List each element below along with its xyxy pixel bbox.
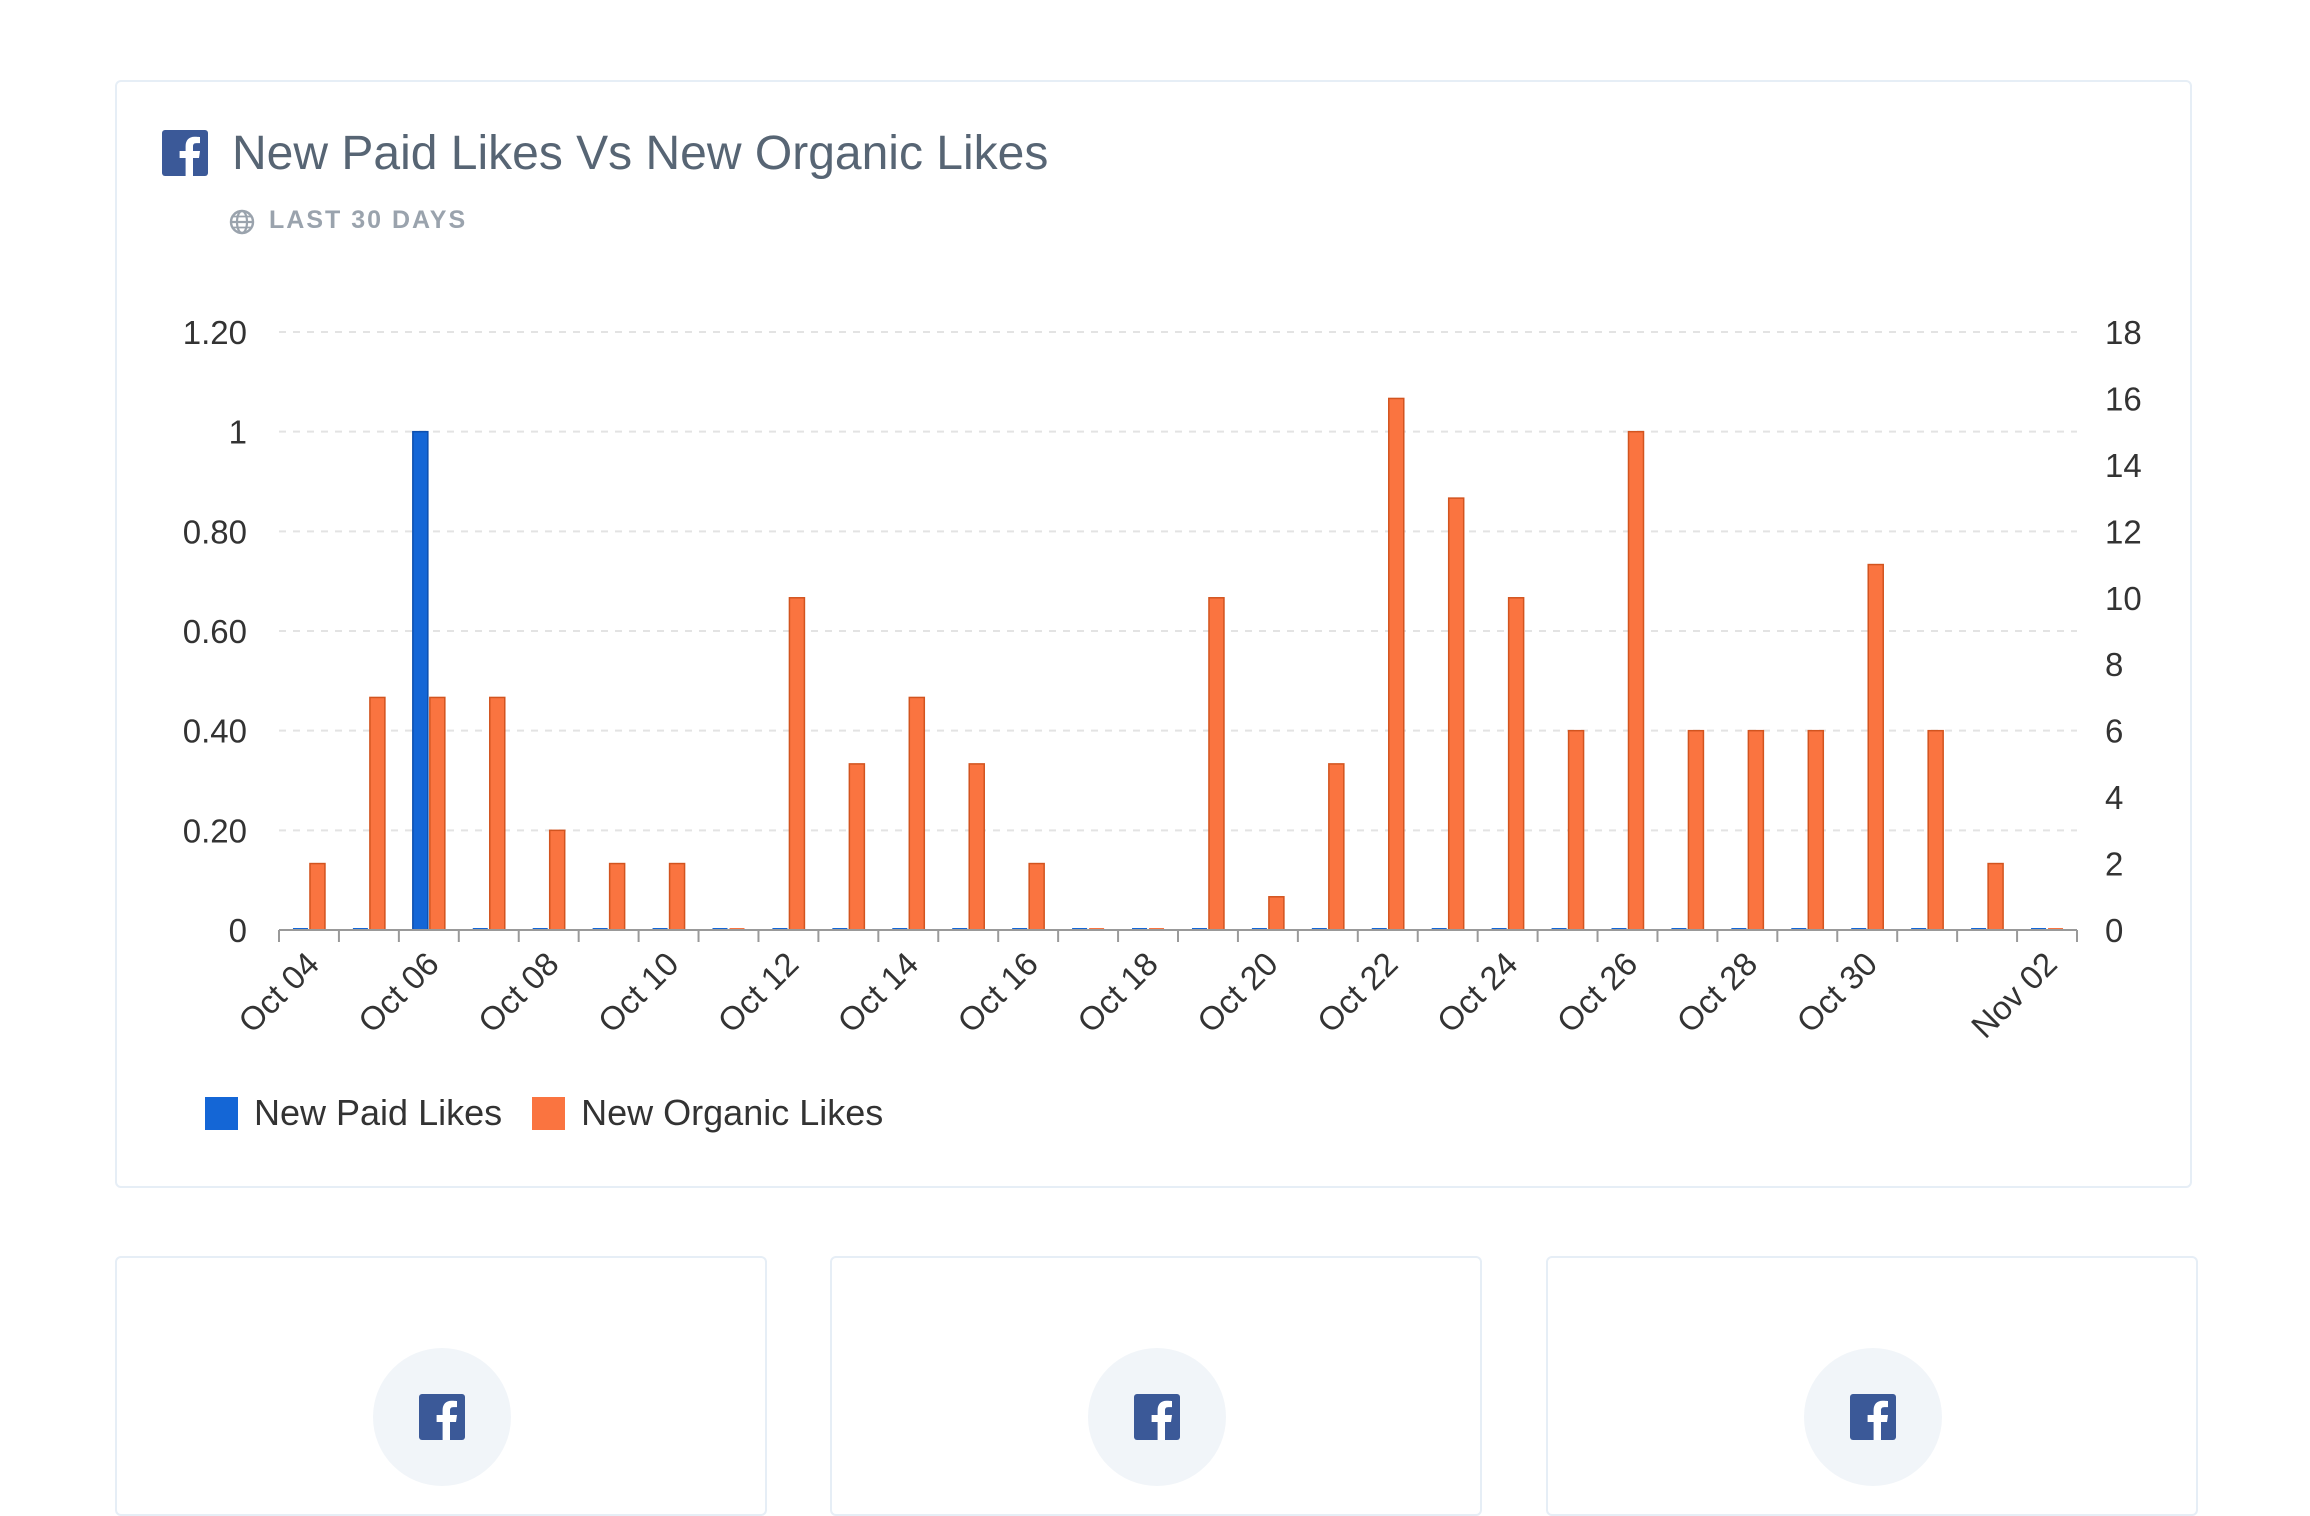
legend-item-organic[interactable]: New Organic Likes: [532, 1092, 883, 1134]
x-tick-label: Oct 06: [351, 945, 446, 1040]
facebook-icon: [1850, 1394, 1896, 1440]
x-tick-label: Oct 24: [1430, 945, 1525, 1040]
bar-new-organic-likes: [1567, 729, 1585, 931]
date-range-text: LAST 30 DAYS: [269, 206, 468, 234]
bar-new-organic-likes: [369, 696, 386, 931]
legend-swatch-paid: [205, 1097, 238, 1130]
facebook-icon: [419, 1394, 465, 1440]
chart-title: New Paid Likes Vs New Organic Likes: [232, 127, 1049, 180]
x-tick-label: Oct 18: [1070, 945, 1165, 1040]
legend-label-organic: New Organic Likes: [581, 1092, 884, 1133]
x-tick-label: Oct 12: [710, 945, 805, 1040]
facebook-icon: [162, 130, 208, 176]
bar-new-organic-likes: [309, 862, 326, 931]
y-left-tick-label: 0: [229, 912, 247, 949]
x-tick-label: Oct 22: [1310, 945, 1405, 1040]
bar-new-organic-likes: [788, 597, 806, 931]
x-tick-label: Oct 04: [231, 945, 326, 1040]
summary-card-3: [1546, 1256, 2198, 1516]
bar-chart: 0 0.20 0.40 0.60 0.80 1 1.20 0 2 4 6 8 10 12 14 16 18 Oct…: [183, 314, 2142, 1045]
legend-swatch-organic: [532, 1097, 566, 1130]
y-left-tick-label: 0.80: [183, 513, 247, 550]
bar-new-organic-likes: [548, 829, 566, 931]
chart-card: New Paid Likes Vs New Organic Likes LAST…: [115, 80, 2192, 1188]
x-tick-label: Oct 20: [1190, 945, 1285, 1040]
summary-card-2: [830, 1256, 1482, 1516]
bar-new-organic-likes: [1747, 729, 1765, 931]
icon-badge: [1088, 1348, 1226, 1486]
bar-new-organic-likes: [1507, 597, 1525, 931]
x-tick-label: Oct 16: [950, 945, 1045, 1040]
x-tick-label: Oct 28: [1669, 945, 1764, 1040]
y-left-tick-label: 1.20: [183, 314, 247, 351]
facebook-icon: [1134, 1394, 1180, 1440]
y-right-tick-label: 6: [2105, 713, 2123, 750]
summary-card-1: [115, 1256, 767, 1516]
bar-new-organic-likes: [1807, 729, 1825, 931]
bar-new-organic-likes: [608, 862, 626, 931]
bar-new-organic-likes: [1388, 397, 1405, 931]
bar-new-paid-likes: [412, 430, 429, 931]
y-left-tick-label: 1: [229, 414, 247, 451]
legend-item-paid[interactable]: New Paid Likes: [205, 1092, 502, 1134]
bar-new-organic-likes: [1028, 862, 1045, 931]
x-tick-label: Oct 08: [471, 945, 566, 1040]
y-right-tick-label: 14: [2105, 447, 2142, 484]
bar-new-organic-likes: [1687, 729, 1705, 931]
chart-legend: New Paid Likes New Organic Likes: [205, 1092, 903, 1134]
bar-new-organic-likes: [1208, 597, 1225, 931]
bar-new-organic-likes: [968, 763, 985, 931]
legend-label-paid: New Paid Likes: [254, 1092, 503, 1133]
bar-new-organic-likes: [1627, 430, 1645, 931]
x-tick-label: Nov 02: [1964, 945, 2064, 1045]
y-right-tick-label: 12: [2105, 513, 2142, 550]
y-right-tick-label: 8: [2105, 646, 2123, 683]
y-left-tick-label: 0.20: [183, 812, 247, 849]
y-right-tick-label: 4: [2105, 779, 2123, 816]
bar-new-organic-likes: [1268, 896, 1285, 931]
bar-new-organic-likes: [1927, 729, 1944, 931]
date-range-label: LAST 30 DAYS: [229, 206, 467, 235]
x-tick-label: Oct 14: [830, 945, 925, 1040]
bar-new-organic-likes: [489, 696, 506, 931]
x-tick-label: Oct 10: [591, 945, 686, 1040]
bar-new-organic-likes: [1447, 497, 1465, 931]
bar-new-organic-likes: [1987, 862, 2004, 931]
y-left-tick-label: 0.40: [183, 713, 247, 750]
globe-icon: [229, 209, 255, 235]
x-tick-label: Oct 26: [1550, 945, 1645, 1040]
bar-new-organic-likes: [908, 696, 926, 931]
bar-new-organic-likes: [429, 696, 446, 931]
bar-new-organic-likes: [668, 862, 686, 931]
y-right-tick-label: 10: [2105, 580, 2142, 617]
x-tick-label: Oct 30: [1789, 945, 1884, 1040]
icon-badge: [373, 1348, 511, 1486]
y-right-tick-label: 18: [2105, 314, 2142, 351]
y-right-tick-label: 0: [2105, 912, 2123, 949]
bar-new-organic-likes: [1867, 563, 1884, 931]
y-right-tick-label: 2: [2105, 846, 2123, 883]
y-left-tick-label: 0.60: [183, 613, 247, 650]
bar-new-organic-likes: [848, 763, 866, 931]
bar-new-organic-likes: [1328, 763, 1345, 931]
icon-badge: [1804, 1348, 1942, 1486]
y-right-tick-label: 16: [2105, 380, 2142, 417]
